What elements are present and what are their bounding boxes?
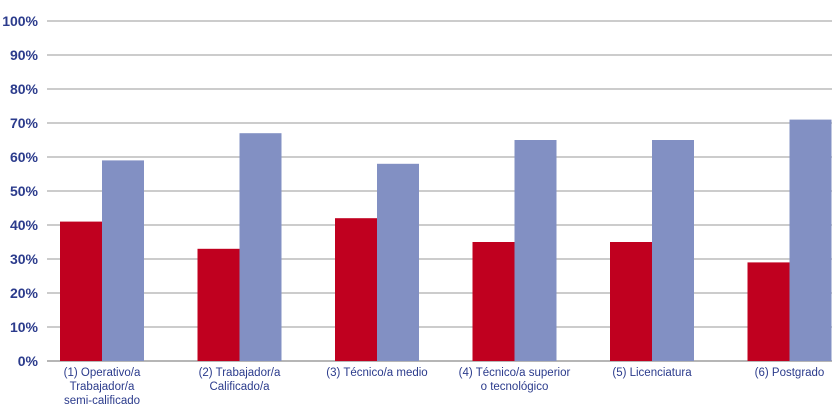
bar-series-1	[197, 248, 240, 361]
bar-series-2	[102, 160, 144, 361]
x-tick-label: (4) Técnico/a superior o tecnológico	[459, 367, 571, 393]
bar-series-1	[747, 262, 790, 361]
x-tick-label: (3) Técnico/a medio	[326, 367, 427, 379]
y-tick-label: 100%	[2, 13, 38, 29]
x-tick-label: (2) Trabajador/a Calificado/a	[199, 367, 281, 393]
bar-series-2	[652, 140, 694, 361]
y-tick-label: 60%	[10, 149, 39, 165]
bars	[60, 119, 832, 361]
y-tick-label: 10%	[10, 319, 39, 335]
bar-series-2	[377, 163, 419, 361]
bar-series-1	[610, 242, 652, 361]
y-tick-label: 90%	[10, 47, 39, 63]
y-tick-label: 20%	[10, 285, 39, 301]
x-tick-label: (5) Licenciatura	[612, 367, 692, 379]
y-tick-label: 50%	[10, 183, 39, 199]
x-tick-label: (1) Operativo/a Trabajador/a semi-califica…	[64, 367, 141, 407]
y-tick-label: 80%	[10, 81, 39, 97]
bar-series-1	[60, 221, 102, 361]
y-tick-label: 30%	[10, 251, 39, 267]
x-tick-label: (6) Postgrado	[755, 367, 825, 379]
bar-series-2	[514, 140, 557, 361]
y-tick-label: 0%	[18, 353, 39, 369]
bar-series-1	[335, 218, 377, 361]
x-axis-ticks: (1) Operativo/a Trabajador/a semi-califica…	[64, 367, 825, 407]
gridlines	[47, 20, 832, 362]
y-axis-ticks: 0% 10% 20% 30% 40% 50% 60% 70% 80% 90% 100%	[2, 13, 38, 369]
y-tick-label: 70%	[10, 115, 39, 131]
bar-series-1	[472, 242, 515, 361]
y-tick-label: 40%	[10, 217, 39, 233]
bar-series-2	[789, 119, 832, 361]
bar-series-2	[239, 133, 282, 361]
